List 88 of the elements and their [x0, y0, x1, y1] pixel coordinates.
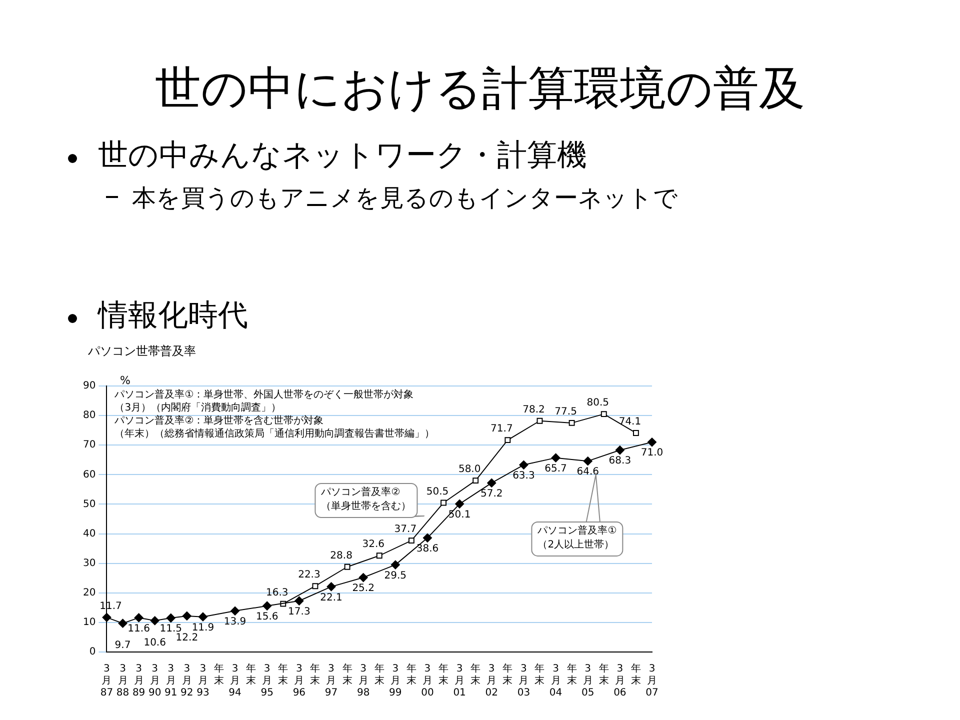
x-tick-label: 年末 [246, 662, 256, 687]
y-tick-label: 10 [82, 617, 96, 628]
x-tick-label: 年末 [598, 662, 609, 687]
annotation: パソコン普及率②：単身世帯を含む世帯が対象 [114, 414, 324, 427]
x-tick-label: 3月 07 [646, 664, 658, 699]
x-tick-label: 年末 [438, 662, 449, 687]
data-label: 22.1 [320, 592, 342, 604]
data-label: 78.2 [522, 404, 545, 416]
annotation: （3月）（内閣府「消費動向調査」） [114, 402, 282, 414]
data-label: 25.2 [352, 583, 374, 594]
x-tick-label: 年末 [406, 662, 416, 687]
x-tick-label: 3月 92 [180, 664, 194, 699]
x-tick-label: 年末 [310, 662, 320, 687]
y-tick-label: 70 [82, 440, 96, 451]
data-label: 28.8 [330, 550, 352, 562]
data-label: 68.3 [608, 456, 632, 467]
x-tick-label: 3月 97 [324, 664, 338, 699]
data-label: 80.5 [586, 398, 610, 409]
x-tick-label: 3月 05 [581, 664, 594, 699]
x-tick-label: 年末 [630, 662, 641, 687]
data-label: 38.6 [416, 544, 439, 555]
annotation: パソコン普及率②（単身世帯を含む） [320, 486, 412, 512]
y-tick-label: 0 [89, 646, 96, 658]
data-label: 64.6 [576, 466, 599, 478]
data-label: 22.3 [298, 570, 320, 581]
x-tick-label: 年末 [374, 662, 384, 687]
data-label: 77.5 [554, 406, 577, 418]
x-tick-label: 3月 03 [517, 664, 530, 699]
x-tick-label: 3月 06 [614, 664, 626, 699]
data-label: 12.2 [176, 632, 198, 644]
data-label: 10.6 [144, 637, 166, 648]
x-tick-label: 3月 95 [260, 664, 274, 699]
data-label: 71.0 [640, 448, 664, 459]
x-tick-label: 年末 [342, 662, 352, 687]
data-label: 9.7 [114, 640, 131, 651]
data-label: 58.0 [458, 464, 481, 476]
x-tick-label: 3月 01 [453, 664, 466, 699]
data-label: 50.5 [426, 486, 449, 498]
x-tick-label: 年末 [278, 662, 288, 687]
y-tick-label: 30 [82, 558, 96, 569]
data-label: 16.3 [266, 587, 288, 598]
data-label: 11.9 [192, 622, 214, 634]
data-label: 71.7 [490, 424, 513, 435]
data-label: 37.7 [394, 524, 417, 536]
x-tick-label: 3月 98 [356, 664, 370, 699]
x-tick-label: 3月 99 [389, 664, 402, 699]
x-tick-label: 3月 94 [228, 664, 242, 699]
text: 本を買うのもアニメを見るのもインターネットで [132, 183, 678, 214]
x-tick-label: 3月 02 [485, 664, 498, 699]
x-tick-label: 年末 [470, 662, 481, 687]
chart-subtitle: パソコン世帯普及率 [88, 343, 196, 360]
data-label: 57.2 [480, 488, 503, 500]
chart-title: 世の中における計算環境の普及 [154, 60, 806, 117]
x-tick-label: 年末 [502, 662, 513, 687]
y-tick-label: 80 [82, 410, 96, 422]
data-label: 63.3 [512, 470, 535, 482]
data-label: 29.5 [384, 570, 407, 582]
data-label: 17.3 [288, 606, 310, 618]
x-tick-label: 年末 [214, 662, 224, 687]
y-axis-title: % [120, 374, 130, 387]
x-tick-label: 3月 87 [100, 664, 114, 699]
x-tick-label: 年末 [534, 662, 545, 687]
x-tick-label: 3月 93 [196, 664, 210, 699]
y-tick-label: 40 [82, 528, 96, 540]
text: 世の中みんなネットワーク・計算機 [98, 137, 587, 175]
data-label: 11.6 [128, 623, 150, 634]
text: 情報化時代 [98, 297, 248, 335]
annotation: パソコン普及率①（2人以上世帯） [536, 524, 617, 551]
x-tick-label: 3月 91 [164, 664, 178, 699]
annotation: パソコン普及率①：単身世帯、外国人世帯をのぞく一般世帯が対象 [114, 388, 414, 401]
y-tick-label: 50 [82, 498, 96, 510]
data-label: 13.9 [224, 616, 246, 628]
x-tick-label: 3月 04 [549, 664, 562, 699]
data-label: 50.1 [448, 510, 471, 521]
y-tick-label: 90 [82, 380, 96, 392]
data-label: 32.6 [362, 539, 384, 550]
y-tick-label: 60 [82, 469, 96, 480]
x-tick-label: 3月 89 [132, 664, 146, 699]
x-tick-label: 年末 [566, 662, 577, 687]
x-tick-label: 3月 88 [116, 664, 130, 699]
x-tick-label: 3月 00 [421, 664, 434, 699]
annotation: （年末）（総務省情報通信政策局「通信利用動向調査報告書世帯編」） [114, 428, 435, 440]
x-tick-label: 3月 96 [292, 664, 306, 699]
x-tick-label: 3月 90 [148, 664, 162, 699]
y-tick-label: 20 [82, 587, 96, 598]
data-label: 65.7 [544, 463, 567, 474]
data-label: 74.1 [618, 416, 642, 428]
data-label: 15.6 [256, 611, 278, 622]
